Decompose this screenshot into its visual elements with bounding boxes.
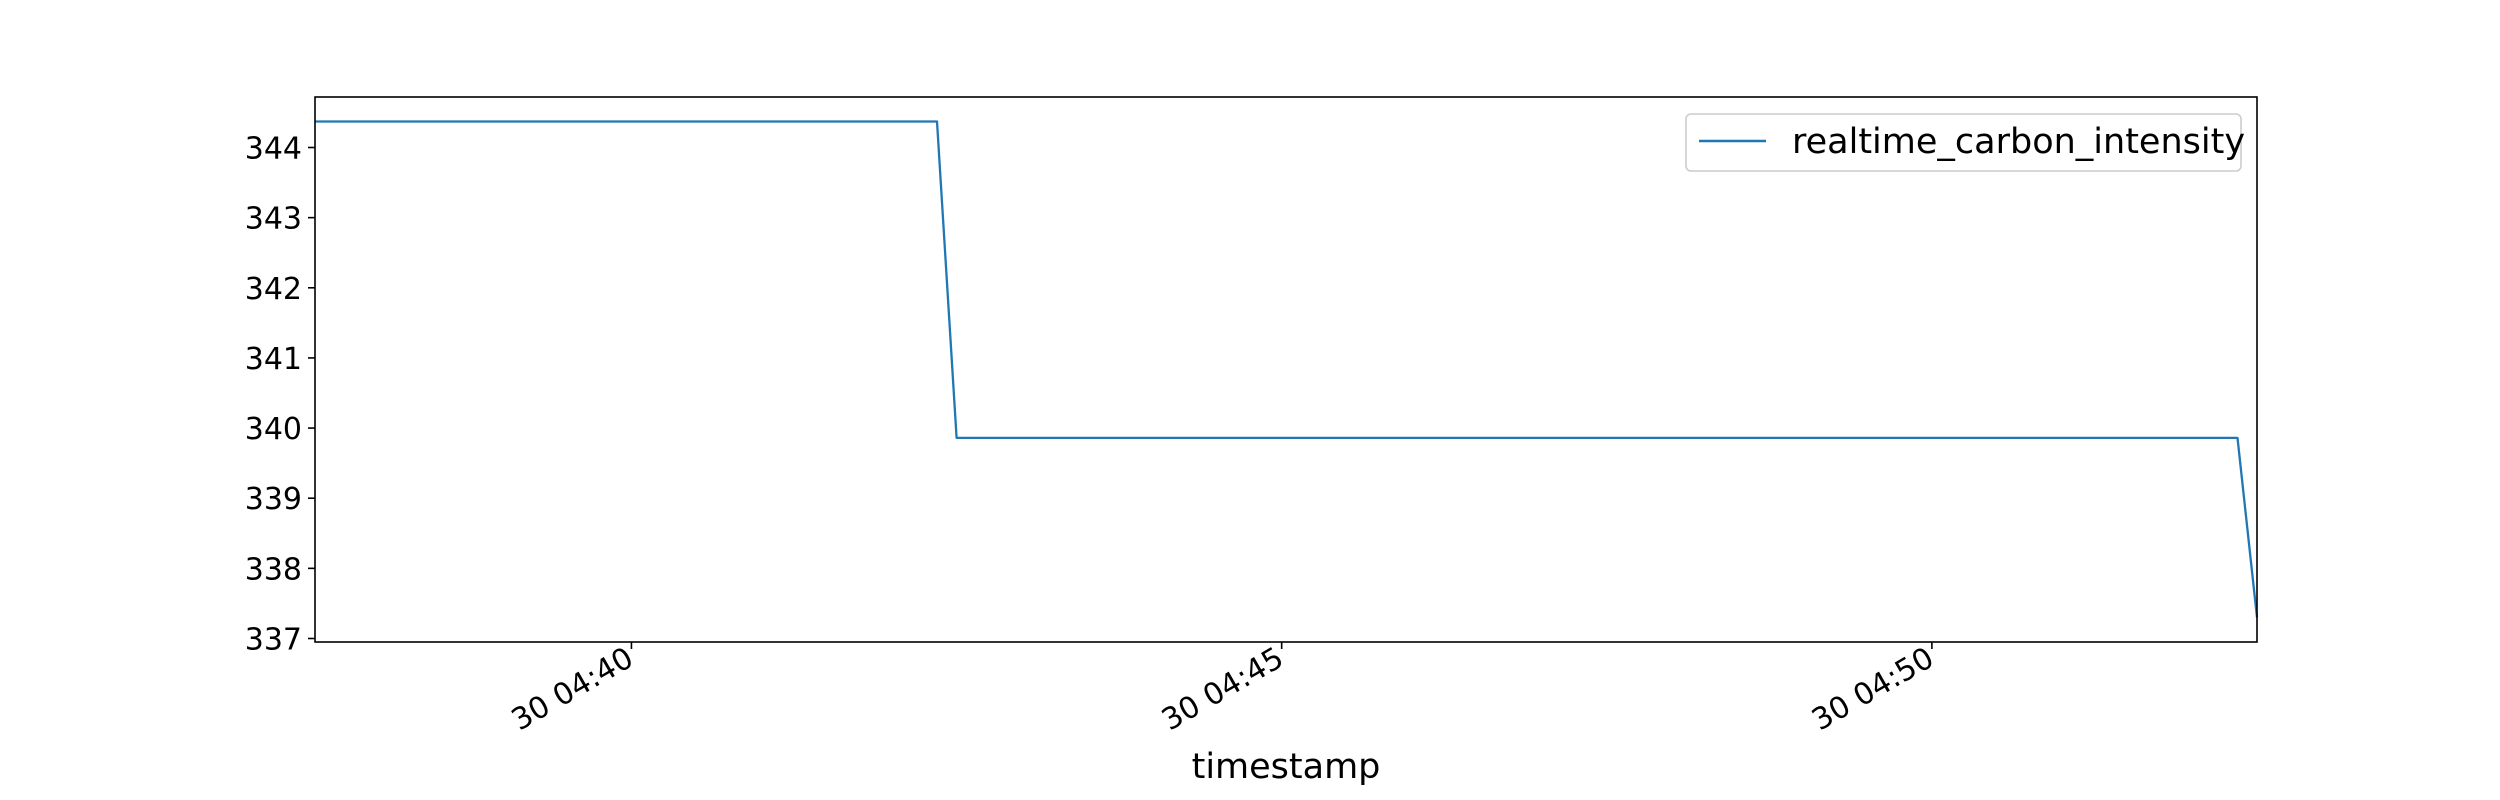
legend-box — [1685, 113, 2242, 172]
legend: realtime_carbon_intensity — [1685, 113, 2245, 172]
x-tick-label: 30 04:45 — [1156, 641, 1290, 738]
x-tick-label: 30 04:40 — [506, 641, 640, 738]
y-tick-label: 337 — [245, 622, 302, 657]
legend-entry-realtime-carbon-intensity: realtime_carbon_intensity — [1792, 122, 2245, 162]
plot-area — [315, 120, 2259, 618]
plot-frame — [314, 96, 2258, 643]
y-axis-ticks: 337 338 339 340 341 342 343 344 — [245, 132, 315, 657]
y-tick-label: 342 — [245, 272, 302, 307]
y-tick-label: 341 — [245, 342, 302, 377]
y-tick-label: 340 — [245, 412, 302, 447]
y-tick-label: 343 — [245, 202, 302, 237]
y-tick-label: 339 — [245, 482, 302, 517]
x-axis-ticks: 30 04:40 30 04:45 30 04:50 — [506, 641, 1940, 738]
x-tick-label: 30 04:50 — [1806, 641, 1940, 738]
y-tick-label: 344 — [245, 132, 302, 167]
y-tick-label: 338 — [245, 552, 302, 587]
series-line-realtime-carbon-intensity — [315, 120, 2259, 618]
x-axis-label: timestamp — [1192, 747, 1381, 787]
